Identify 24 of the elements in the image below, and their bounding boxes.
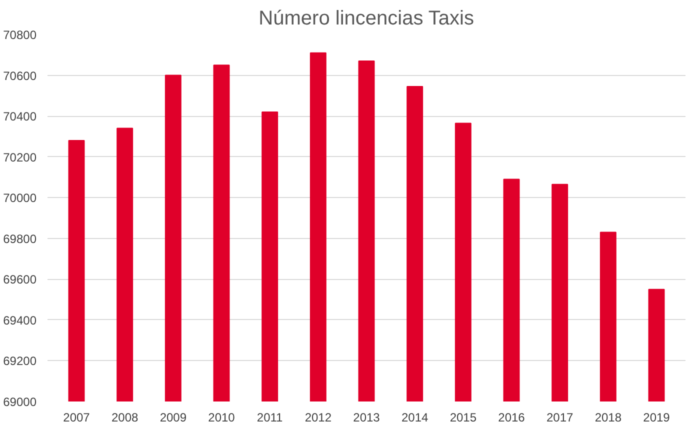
x-tick-label: 2011 xyxy=(256,410,284,424)
x-tick-label: 2016 xyxy=(498,410,526,424)
y-tick-label: 69600 xyxy=(3,272,37,287)
y-tick-label: 69000 xyxy=(3,395,37,409)
y-tick-label: 70000 xyxy=(3,191,37,206)
x-tick-label: 2013 xyxy=(353,410,380,424)
x-tick-label: 2014 xyxy=(401,410,429,424)
y-tick-label: 70800 xyxy=(3,28,37,42)
chart-title: Número lincencias Taxis xyxy=(258,8,474,30)
y-tick-label: 70200 xyxy=(3,150,37,164)
y-tick-label: 69800 xyxy=(3,232,37,246)
y-tick-label: 69400 xyxy=(3,313,37,328)
x-tick-label: 2008 xyxy=(111,410,139,424)
y-tick-label: 70400 xyxy=(3,110,37,124)
x-tick-label: 2019 xyxy=(643,410,670,424)
x-tick-label: 2018 xyxy=(594,410,622,424)
y-tick-label: 70600 xyxy=(3,68,37,83)
x-tick-label: 2012 xyxy=(304,410,332,424)
y-tick-label: 69200 xyxy=(3,354,37,368)
x-tick-label: 2015 xyxy=(450,410,477,424)
x-tick-label: 2009 xyxy=(160,410,187,424)
x-tick-label: 2007 xyxy=(63,410,90,424)
x-tick-label: 2017 xyxy=(546,410,574,424)
x-tick-label: 2010 xyxy=(208,410,236,424)
